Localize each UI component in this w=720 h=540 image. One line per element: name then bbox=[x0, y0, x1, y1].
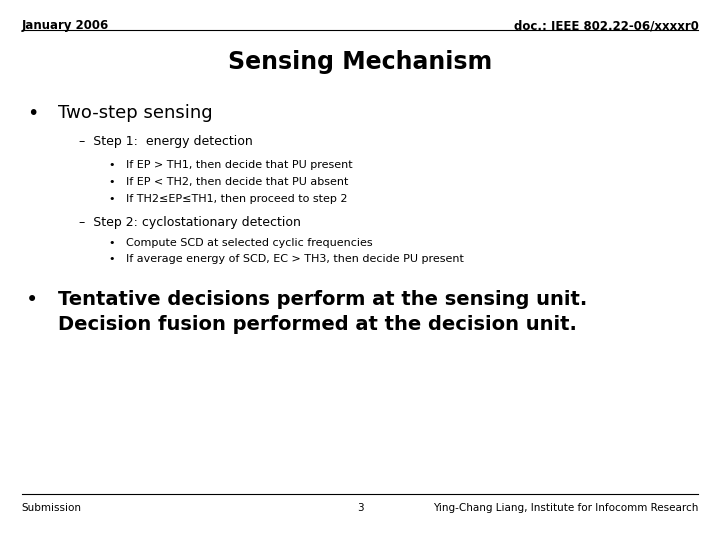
Text: •: • bbox=[108, 238, 115, 248]
Text: •: • bbox=[108, 177, 115, 187]
Text: If EP < TH2, then decide that PU absent: If EP < TH2, then decide that PU absent bbox=[126, 177, 348, 187]
Text: January 2006: January 2006 bbox=[22, 19, 109, 32]
Text: Decision fusion performed at the decision unit.: Decision fusion performed at the decisio… bbox=[58, 314, 577, 334]
Text: –  Step 2: cyclostationary detection: – Step 2: cyclostationary detection bbox=[79, 216, 301, 229]
Text: Submission: Submission bbox=[22, 503, 81, 512]
Text: If average energy of SCD, EC > TH3, then decide PU present: If average energy of SCD, EC > TH3, then… bbox=[126, 254, 464, 264]
Text: If EP > TH1, then decide that PU present: If EP > TH1, then decide that PU present bbox=[126, 160, 353, 170]
Text: –  Step 1:  energy detection: – Step 1: energy detection bbox=[79, 135, 253, 148]
Text: •: • bbox=[108, 194, 115, 204]
Text: •: • bbox=[108, 254, 115, 264]
Text: •: • bbox=[108, 160, 115, 170]
Text: Two-step sensing: Two-step sensing bbox=[58, 104, 212, 123]
Text: doc.: IEEE 802.22-06/xxxxr0: doc.: IEEE 802.22-06/xxxxr0 bbox=[513, 19, 698, 32]
Text: Compute SCD at selected cyclic frequencies: Compute SCD at selected cyclic frequenci… bbox=[126, 238, 373, 248]
Text: Sensing Mechanism: Sensing Mechanism bbox=[228, 50, 492, 74]
Text: •: • bbox=[26, 289, 39, 310]
Text: Tentative decisions perform at the sensing unit.: Tentative decisions perform at the sensi… bbox=[58, 290, 587, 309]
Text: •: • bbox=[27, 104, 38, 123]
Text: 3: 3 bbox=[356, 503, 364, 512]
Text: If TH2≤EP≤TH1, then proceed to step 2: If TH2≤EP≤TH1, then proceed to step 2 bbox=[126, 194, 348, 204]
Text: Ying-Chang Liang, Institute for Infocomm Research: Ying-Chang Liang, Institute for Infocomm… bbox=[433, 503, 698, 512]
